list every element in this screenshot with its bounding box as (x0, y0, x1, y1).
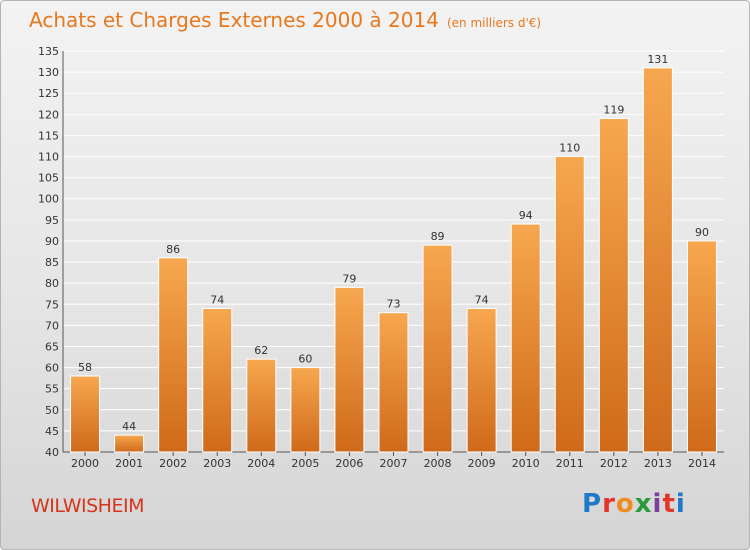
x-tick-label-2001: 2001 (115, 457, 143, 470)
y-tick-label: 50 (45, 404, 59, 417)
bar-2010 (510, 223, 541, 453)
commune-name: WILWISHEIM (31, 495, 144, 517)
y-tick-label: 125 (38, 87, 59, 100)
logo-letter: x (634, 489, 653, 519)
x-tick-label-2009: 2009 (468, 457, 496, 470)
y-tick-label: 65 (45, 340, 59, 353)
chart-title: Achats et Charges Externes 2000 à 2014 (e… (29, 8, 541, 32)
proxiti-logo: Proxiti (582, 489, 686, 519)
data-label-2006: 79 (342, 272, 356, 285)
x-tick-label-2005: 2005 (291, 457, 319, 470)
data-label-2013: 131 (647, 53, 668, 66)
logo-letter: i (675, 489, 686, 519)
x-tick-label-2012: 2012 (600, 457, 628, 470)
x-tick-label-2000: 2000 (71, 457, 99, 470)
y-tick-label: 95 (45, 214, 59, 227)
y-tick-label: 60 (45, 362, 59, 375)
y-tick-label: 110 (38, 151, 59, 164)
y-tick-label: 90 (45, 235, 59, 248)
x-tick-label-2006: 2006 (335, 457, 363, 470)
bar-2011 (554, 156, 585, 453)
bar-2004 (246, 358, 277, 453)
bar-2008 (422, 244, 453, 453)
bar-2006 (334, 286, 365, 453)
data-label-2005: 60 (298, 353, 312, 366)
y-tick-label: 75 (45, 298, 59, 311)
y-tick-label: 105 (38, 172, 59, 185)
bar-2003 (202, 307, 233, 453)
data-label-2009: 74 (475, 293, 489, 306)
data-label-2012: 119 (603, 104, 624, 117)
data-label-2001: 44 (122, 420, 136, 433)
data-label-2002: 86 (166, 243, 180, 256)
logo-letter: t (662, 489, 676, 519)
y-tick-label: 40 (45, 446, 59, 459)
y-tick-label: 55 (45, 383, 59, 396)
y-tick-label: 45 (45, 425, 59, 438)
data-label-2000: 58 (78, 361, 92, 374)
logo-letter: r (602, 489, 616, 519)
bar-2013 (642, 67, 673, 453)
y-tick-label: 135 (38, 45, 59, 58)
chart-subtitle: (en milliers d'€) (446, 16, 542, 30)
logo-letter: P (582, 489, 603, 519)
logo-letter: i (652, 489, 663, 519)
x-tick-label-2003: 2003 (203, 457, 231, 470)
data-label-2003: 74 (210, 293, 224, 306)
x-tick-label-2013: 2013 (644, 457, 672, 470)
bar-2005 (290, 367, 321, 453)
y-tick-label: 130 (38, 66, 59, 79)
bar-2007 (378, 312, 409, 453)
bar-2002 (158, 257, 189, 453)
bar-2012 (598, 118, 629, 453)
data-label-2008: 89 (431, 230, 445, 243)
y-tick-label: 120 (38, 108, 59, 121)
data-label-2011: 110 (559, 142, 580, 155)
x-tick-label-2011: 2011 (556, 457, 584, 470)
data-label-2007: 73 (387, 298, 401, 311)
x-tick-label-2002: 2002 (159, 457, 187, 470)
y-tick-label: 85 (45, 256, 59, 269)
x-tick-label-2007: 2007 (380, 457, 408, 470)
y-tick-label: 70 (45, 319, 59, 332)
x-tick-label-2008: 2008 (424, 457, 452, 470)
data-label-2004: 62 (254, 344, 268, 357)
title-text: Achats et Charges Externes 2000 à 2014 (29, 8, 439, 32)
logo-letter: o (615, 489, 635, 519)
data-label-2010: 94 (519, 209, 533, 222)
bar-2001 (114, 434, 145, 453)
bar-2000 (70, 375, 101, 453)
bar-2014 (686, 240, 717, 453)
y-tick-label: 115 (38, 129, 59, 142)
y-tick-label: 100 (38, 193, 59, 206)
x-tick-label-2014: 2014 (688, 457, 716, 470)
bar-2009 (466, 307, 497, 453)
x-tick-label-2004: 2004 (247, 457, 275, 470)
y-tick-label: 80 (45, 277, 59, 290)
x-tick-label-2010: 2010 (512, 457, 540, 470)
data-label-2014: 90 (695, 226, 709, 239)
